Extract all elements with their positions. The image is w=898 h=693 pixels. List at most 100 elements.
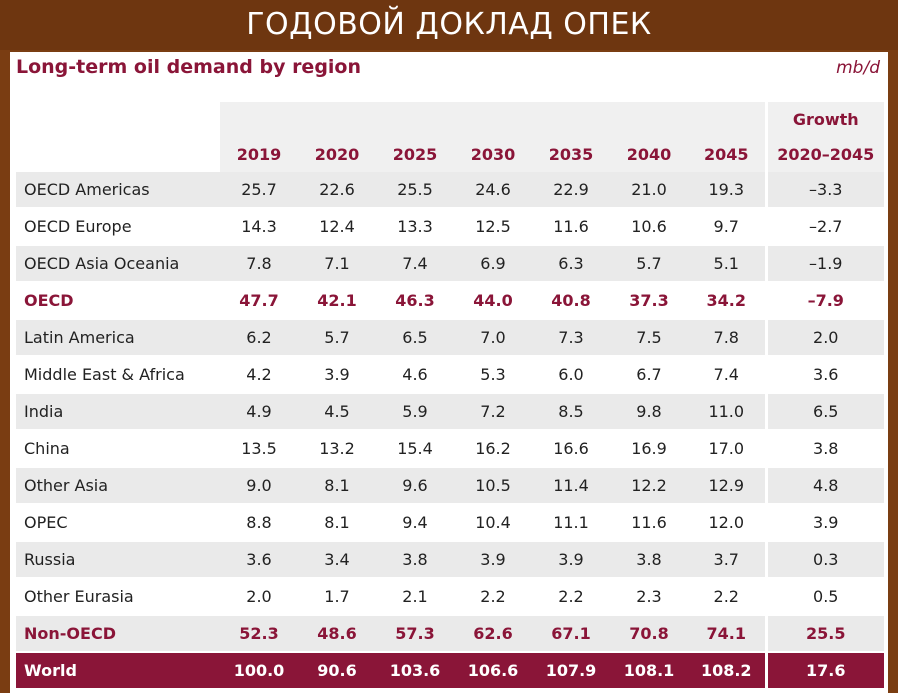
- value-cell: 4.6: [376, 356, 454, 394]
- region-label: Latin America: [16, 319, 220, 357]
- table-row: OECD Europe 14.3 12.4 13.3 12.5 11.6 10.6 9.7 –2…: [16, 208, 884, 246]
- value-cell: 3.6: [220, 541, 298, 579]
- value-cell: 2.2: [532, 578, 610, 616]
- value-cell: 44.0: [454, 282, 532, 320]
- value-cell: 103.6: [376, 652, 454, 690]
- value-cell: 40.8: [532, 282, 610, 320]
- growth-cell: –1.9: [766, 245, 884, 283]
- growth-period-header: 2020–2045: [766, 137, 884, 172]
- value-cell: 3.8: [610, 541, 688, 579]
- growth-cell: –3.3: [766, 172, 884, 209]
- value-cell: 10.4: [454, 504, 532, 542]
- header-row-top: Growth: [16, 102, 884, 137]
- value-cell: 6.7: [610, 356, 688, 394]
- value-cell: 9.4: [376, 504, 454, 542]
- value-cell: 37.3: [610, 282, 688, 320]
- value-cell: 21.0: [610, 172, 688, 209]
- region-label: Non-OECD: [16, 615, 220, 653]
- value-cell: 19.3: [688, 172, 768, 209]
- value-cell: 12.0: [688, 504, 768, 542]
- banner-title: ГОДОВОЙ ДОКЛАД ОПЕК: [0, 0, 898, 50]
- value-cell: 17.0: [688, 430, 768, 468]
- value-cell: 12.5: [454, 208, 532, 246]
- table-card: Long-term oil demand by region mb/d Grow…: [10, 52, 888, 693]
- value-cell: 2.3: [610, 578, 688, 616]
- growth-header: Growth: [766, 102, 884, 137]
- value-cell: 25.5: [376, 172, 454, 209]
- table-row: Other Asia 9.0 8.1 9.6 10.5 11.4 12.2 12.9 4.8: [16, 467, 884, 505]
- value-cell: 5.9: [376, 393, 454, 431]
- value-cell: 7.8: [220, 245, 298, 283]
- value-cell: 5.7: [298, 319, 376, 357]
- value-cell: 7.3: [532, 319, 610, 357]
- table-row: Russia 3.6 3.4 3.8 3.9 3.9 3.8 3.7 0.3: [16, 541, 884, 579]
- table-row: India 4.9 4.5 5.9 7.2 8.5 9.8 11.0 6.5: [16, 393, 884, 431]
- value-cell: 6.2: [220, 319, 298, 357]
- value-cell: 11.1: [532, 504, 610, 542]
- value-cell: 12.2: [610, 467, 688, 505]
- growth-cell: 0.3: [766, 541, 884, 579]
- region-label: Middle East & Africa: [16, 356, 220, 394]
- value-cell: 15.4: [376, 430, 454, 468]
- value-cell: 42.1: [298, 282, 376, 320]
- value-cell: 74.1: [688, 615, 768, 653]
- value-cell: 7.5: [610, 319, 688, 357]
- value-cell: 108.2: [688, 652, 768, 690]
- table-row: OECD 47.7 42.1 46.3 44.0 40.8 37.3 34.2 –7.9: [16, 282, 884, 320]
- region-label: OECD Americas: [16, 172, 220, 209]
- region-label: OECD Asia Oceania: [16, 245, 220, 283]
- value-cell: 3.9: [532, 541, 610, 579]
- growth-cell: 2.0: [766, 319, 884, 357]
- table-row: OECD Asia Oceania 7.8 7.1 7.4 6.9 6.3 5.7 5.1 –1…: [16, 245, 884, 283]
- value-cell: 62.6: [454, 615, 532, 653]
- table-row: OECD Americas 25.7 22.6 25.5 24.6 22.9 21.0 19.…: [16, 172, 884, 209]
- value-cell: 1.7: [298, 578, 376, 616]
- value-cell: 16.6: [532, 430, 610, 468]
- value-cell: 3.9: [298, 356, 376, 394]
- value-cell: 46.3: [376, 282, 454, 320]
- growth-cell: 0.5: [766, 578, 884, 616]
- year-header: 2020: [298, 137, 376, 172]
- value-cell: 8.8: [220, 504, 298, 542]
- value-cell: 16.9: [610, 430, 688, 468]
- growth-cell: 6.5: [766, 393, 884, 431]
- value-cell: 34.2: [688, 282, 768, 320]
- value-cell: 11.0: [688, 393, 768, 431]
- value-cell: 4.5: [298, 393, 376, 431]
- value-cell: 9.0: [220, 467, 298, 505]
- value-cell: 7.4: [376, 245, 454, 283]
- growth-cell: 25.5: [766, 615, 884, 653]
- growth-cell: 3.8: [766, 430, 884, 468]
- value-cell: 107.9: [532, 652, 610, 690]
- value-cell: 7.1: [298, 245, 376, 283]
- value-cell: 5.7: [610, 245, 688, 283]
- value-cell: 52.3: [220, 615, 298, 653]
- region-label: OECD Europe: [16, 208, 220, 246]
- value-cell: 10.6: [610, 208, 688, 246]
- value-cell: 8.1: [298, 467, 376, 505]
- region-label: Other Asia: [16, 467, 220, 505]
- value-cell: 100.0: [220, 652, 298, 690]
- value-cell: 9.8: [610, 393, 688, 431]
- value-cell: 11.4: [532, 467, 610, 505]
- growth-cell: –7.9: [766, 282, 884, 320]
- table-title: Long-term oil demand by region: [16, 56, 362, 78]
- value-cell: 5.1: [688, 245, 768, 283]
- value-cell: 16.2: [454, 430, 532, 468]
- year-header: 2030: [454, 137, 532, 172]
- header-row-years: 2019 2020 2025 2030 2035 2040 2045 2020–…: [16, 137, 884, 172]
- value-cell: 6.0: [532, 356, 610, 394]
- header-blank: [16, 102, 220, 137]
- value-cell: 108.1: [610, 652, 688, 690]
- value-cell: 2.2: [688, 578, 768, 616]
- region-label: OPEC: [16, 504, 220, 542]
- value-cell: 6.5: [376, 319, 454, 357]
- value-cell: 12.9: [688, 467, 768, 505]
- growth-cell: 3.9: [766, 504, 884, 542]
- region-label: World: [16, 652, 220, 690]
- year-header: 2019: [220, 137, 298, 172]
- value-cell: 48.6: [298, 615, 376, 653]
- table-row: World 100.0 90.6 103.6 106.6 107.9 108.1 108.2 1…: [16, 652, 884, 690]
- value-cell: 6.9: [454, 245, 532, 283]
- growth-cell: 4.8: [766, 467, 884, 505]
